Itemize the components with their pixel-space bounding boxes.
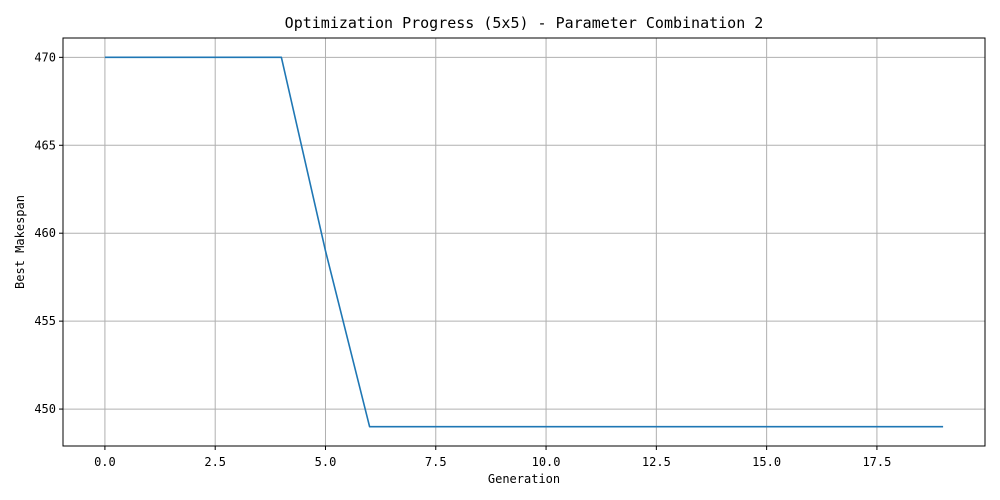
y-tick-label: 470 bbox=[34, 50, 56, 64]
x-tick-label: 7.5 bbox=[425, 455, 447, 469]
x-tick-label: 0.0 bbox=[94, 455, 116, 469]
y-tick-label: 465 bbox=[34, 138, 56, 152]
x-axis-ticks: 0.0 2.5 5.0 7.5 10.0 12.5 15.0 17.5 bbox=[94, 446, 891, 469]
chart-title: Optimization Progress (5x5) - Parameter … bbox=[285, 14, 764, 32]
y-axis-label: Best Makespan bbox=[13, 195, 27, 289]
series-line bbox=[104, 56, 944, 428]
x-tick-label: 15.0 bbox=[752, 455, 781, 469]
x-tick-label: 2.5 bbox=[204, 455, 226, 469]
y-tick-label: 450 bbox=[34, 402, 56, 416]
x-tick-label: 17.5 bbox=[862, 455, 891, 469]
x-tick-label: 10.0 bbox=[532, 455, 561, 469]
grid bbox=[63, 38, 985, 446]
x-axis-label: Generation bbox=[488, 472, 560, 486]
y-axis-ticks: 450 455 460 465 470 bbox=[34, 50, 63, 416]
y-tick-label: 460 bbox=[34, 226, 56, 240]
x-tick-label: 12.5 bbox=[642, 455, 671, 469]
series-layer bbox=[104, 56, 944, 428]
plot-frame bbox=[62, 37, 986, 447]
x-tick-label: 5.0 bbox=[315, 455, 337, 469]
y-tick-label: 455 bbox=[34, 314, 56, 328]
